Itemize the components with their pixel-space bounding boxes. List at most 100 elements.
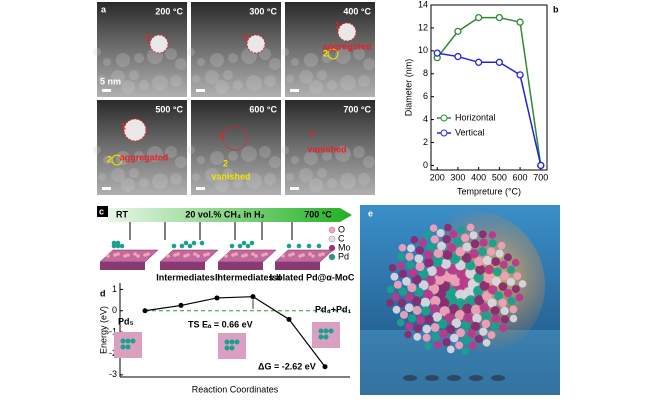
atom <box>133 252 137 256</box>
texture <box>121 80 135 94</box>
x-tick-label: 400 <box>471 172 486 182</box>
y-tick-label: 8 <box>423 68 428 78</box>
panel-label: e <box>368 208 373 218</box>
atom <box>433 248 444 259</box>
pd-atom <box>224 339 230 345</box>
texture <box>93 48 101 56</box>
atom <box>415 261 425 272</box>
texture <box>286 75 294 83</box>
end-label: 700 °C <box>304 209 332 219</box>
texture <box>299 70 313 84</box>
atom <box>490 306 500 316</box>
atom <box>450 333 459 343</box>
texture <box>322 151 332 161</box>
texture <box>246 173 262 189</box>
temperature-label: 700 °C <box>343 104 371 114</box>
texture <box>363 58 375 70</box>
atom <box>484 264 494 275</box>
point <box>214 295 220 301</box>
atom <box>515 293 524 302</box>
stage-label: Intermediates II <box>215 272 281 282</box>
atom <box>193 252 197 256</box>
atom <box>449 229 458 239</box>
atom <box>432 256 443 267</box>
atom <box>465 260 476 271</box>
atom <box>388 264 397 272</box>
tem-image <box>191 100 281 195</box>
y-tick-label: 14 <box>418 0 428 9</box>
scale-bar-mark <box>102 89 111 92</box>
y-tick-label: 4 <box>423 114 428 124</box>
pd-atom <box>316 243 322 249</box>
y-tick-label: -2 <box>109 348 117 358</box>
atom <box>281 254 285 258</box>
pd-atom <box>286 243 292 249</box>
atom <box>518 280 527 288</box>
texture <box>98 75 106 83</box>
pd-atom <box>119 243 125 249</box>
atom <box>143 253 147 257</box>
atom <box>487 285 498 295</box>
texture <box>210 151 224 165</box>
pd-atom <box>191 240 197 246</box>
texture <box>98 173 106 181</box>
texture <box>291 156 299 164</box>
atom <box>451 318 462 328</box>
atom <box>482 339 491 347</box>
y-axis-label: Energy (eV) <box>98 306 108 354</box>
atom <box>437 241 447 251</box>
atom <box>244 253 248 257</box>
pd-atom <box>183 240 189 246</box>
atom <box>402 276 411 286</box>
texture <box>233 178 243 188</box>
texture <box>197 156 205 164</box>
point <box>454 27 462 36</box>
atom <box>416 315 425 325</box>
pd-atom <box>328 328 334 334</box>
pd-atom <box>115 240 121 246</box>
atom <box>407 244 415 253</box>
atom <box>442 338 451 347</box>
texture <box>175 58 187 70</box>
point <box>474 58 483 66</box>
particle-2 <box>111 154 123 166</box>
atom <box>398 244 407 252</box>
texture <box>327 80 337 90</box>
pd-atom <box>318 328 324 334</box>
atom <box>397 298 407 308</box>
atom <box>470 239 480 249</box>
atom <box>146 252 150 256</box>
atom <box>503 253 512 262</box>
texture <box>152 75 168 91</box>
atom <box>423 230 432 239</box>
atom <box>439 329 449 339</box>
atom <box>446 345 455 354</box>
pd-atom <box>241 240 247 246</box>
pd-atom <box>234 339 240 345</box>
atom <box>487 331 496 340</box>
point <box>454 52 462 61</box>
point <box>178 302 184 308</box>
scale-bar-label: 5 nm <box>100 76 121 86</box>
note: vanished <box>211 171 250 181</box>
point <box>322 364 328 370</box>
atom <box>478 247 487 257</box>
series-line <box>436 16 542 166</box>
texture <box>309 80 323 94</box>
atom <box>438 297 450 309</box>
atom <box>386 285 395 294</box>
atom <box>196 254 200 258</box>
temperature-label: 200 °C <box>155 6 183 16</box>
atom <box>479 303 490 313</box>
texture <box>317 168 327 178</box>
reflection <box>447 375 461 381</box>
atom <box>412 305 422 315</box>
atom <box>318 253 322 257</box>
atom <box>486 247 496 256</box>
texture <box>241 146 257 162</box>
atom <box>436 228 445 238</box>
atom <box>391 292 400 301</box>
atom <box>463 313 473 323</box>
texture <box>165 146 177 158</box>
atom <box>410 236 419 244</box>
